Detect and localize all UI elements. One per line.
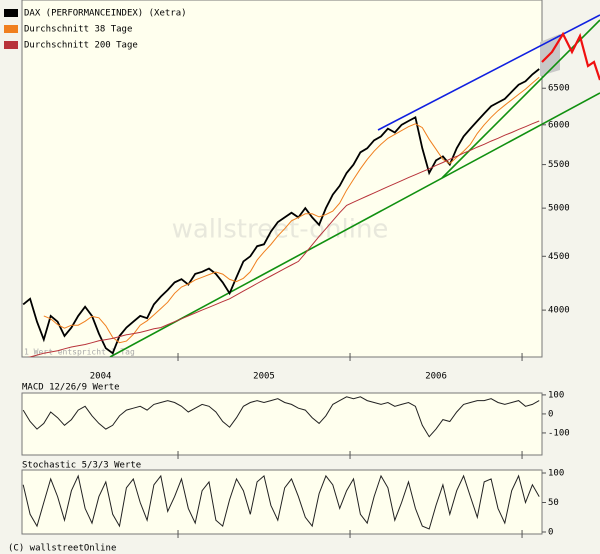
main-panel <box>21 0 543 358</box>
y-tick-label: 6000 <box>548 120 570 130</box>
main-plot <box>22 14 600 357</box>
watermark: wallstreet-online <box>172 215 389 245</box>
legend-swatch <box>4 25 18 33</box>
y-tick-label: 4000 <box>548 306 570 316</box>
legend-label: DAX (PERFORMANCEINDEX) (Xetra) <box>24 9 187 19</box>
series-line <box>22 396 540 438</box>
legend-label: Durchschnitt 38 Tage <box>24 25 132 35</box>
y-tick-label: 50 <box>548 498 559 508</box>
legend-label: Durchschnitt 200 Tage <box>24 41 138 51</box>
x-tick-label: 2004 <box>90 372 112 382</box>
y-tick-label: 100 <box>548 390 564 400</box>
y-tick-label: 5000 <box>548 204 570 214</box>
y-tick-label: 5500 <box>548 160 570 170</box>
y-tick-label: 0 <box>548 528 553 538</box>
trend-line <box>109 92 600 357</box>
series-line <box>22 474 540 530</box>
x-tick-label: 2006 <box>425 372 447 382</box>
series-line <box>27 120 540 357</box>
y-tick-label: 0 <box>548 409 553 419</box>
y-tick-label: 100 <box>548 469 564 479</box>
footer: (C) wallstreetOnline <box>8 544 116 554</box>
series-line <box>22 68 540 355</box>
macd-title: MACD 12/26/9 Werte <box>22 383 120 393</box>
y-tick-label: 6500 <box>548 84 570 94</box>
note: 1 Wert entspricht 1 Tag <box>24 348 135 357</box>
stochastic-title: Stochastic 5/3/3 Werte <box>22 461 141 471</box>
y-tick-label: -100 <box>548 428 570 438</box>
y-tick-label: 4500 <box>548 252 570 262</box>
series-line <box>43 76 540 344</box>
legend-swatch <box>4 9 18 17</box>
legend-swatch <box>4 41 18 49</box>
projection <box>541 31 600 81</box>
x-tick-label: 2005 <box>253 372 275 382</box>
macd-panel <box>21 392 543 456</box>
